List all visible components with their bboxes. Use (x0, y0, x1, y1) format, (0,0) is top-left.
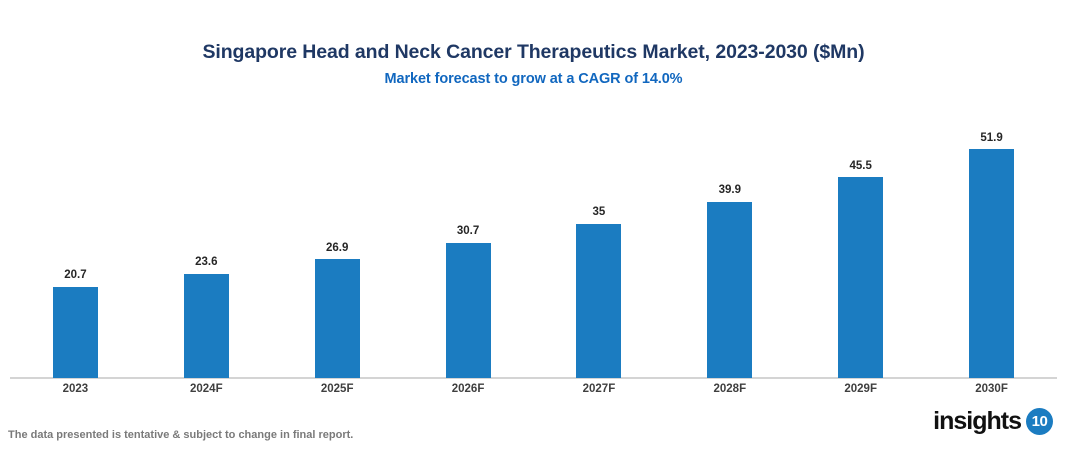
bar-2025F[interactable] (314, 259, 360, 378)
bar-slot: 26.9 (272, 110, 403, 378)
x-tick-2028F: 2028F (713, 383, 747, 395)
bar-slot: 45.5 (795, 110, 926, 378)
bar-2029F[interactable] (838, 177, 884, 378)
page-title: Singapore Head and Neck Cancer Therapeut… (202, 41, 865, 63)
bar-slot: 23.6 (141, 110, 272, 378)
bar-slot: 51.9 (926, 110, 1057, 378)
x-tick-2030F: 2030F (975, 383, 1008, 395)
x-tick-2026F: 2026F (451, 383, 485, 395)
disclaimer-text: The data presented is tentative & subjec… (8, 429, 354, 441)
bar-2026F[interactable] (445, 242, 491, 378)
bar-slot: 39.9 (664, 110, 795, 378)
bar-slot: 20.7 (10, 110, 141, 378)
logo-wordmark: insights (933, 407, 1022, 435)
bar-value-label: 26.9 (325, 241, 349, 254)
x-tick-2027F: 2027F (582, 383, 616, 395)
bar-series: 20.7 23.6 26.9 30.7 35 39.9 45.5 51.9 (10, 110, 1057, 378)
bar-value-label: 35 (592, 206, 606, 219)
x-tick-2024F: 2024F (190, 383, 223, 395)
bar-value-label: 51.9 (980, 131, 1003, 144)
bar-value-label: 45.5 (849, 159, 872, 172)
bar-value-label: 23.6 (195, 256, 218, 269)
bar-2030F[interactable] (969, 149, 1015, 378)
x-tick-2023: 2023 (62, 383, 89, 395)
title-block: Singapore Head and Neck Cancer Therapeut… (0, 40, 1067, 89)
bar-2023[interactable] (52, 286, 98, 378)
x-axis-labels: 2023 2024F 2025F 2026F 2027F 2028F 2029F… (10, 379, 1057, 401)
chart-subtitle: Market forecast to grow at a CAGR of 14.… (384, 71, 683, 88)
bar-slot: 35 (534, 110, 665, 378)
bar-value-label: 20.7 (64, 269, 87, 282)
bar-2028F[interactable] (707, 201, 753, 378)
bar-2027F[interactable] (576, 223, 622, 378)
insights10-logo: insights 10 (933, 408, 1053, 435)
x-tick-2029F: 2029F (844, 383, 877, 395)
bar-slot: 30.7 (403, 110, 534, 378)
logo-badge-icon: 10 (1026, 408, 1053, 435)
x-tick-2025F: 2025F (320, 383, 354, 395)
bar-value-label: 30.7 (456, 225, 480, 238)
x-axis-line (10, 377, 1057, 379)
bar-2024F[interactable] (183, 273, 229, 378)
bar-value-label: 39.9 (718, 184, 741, 197)
